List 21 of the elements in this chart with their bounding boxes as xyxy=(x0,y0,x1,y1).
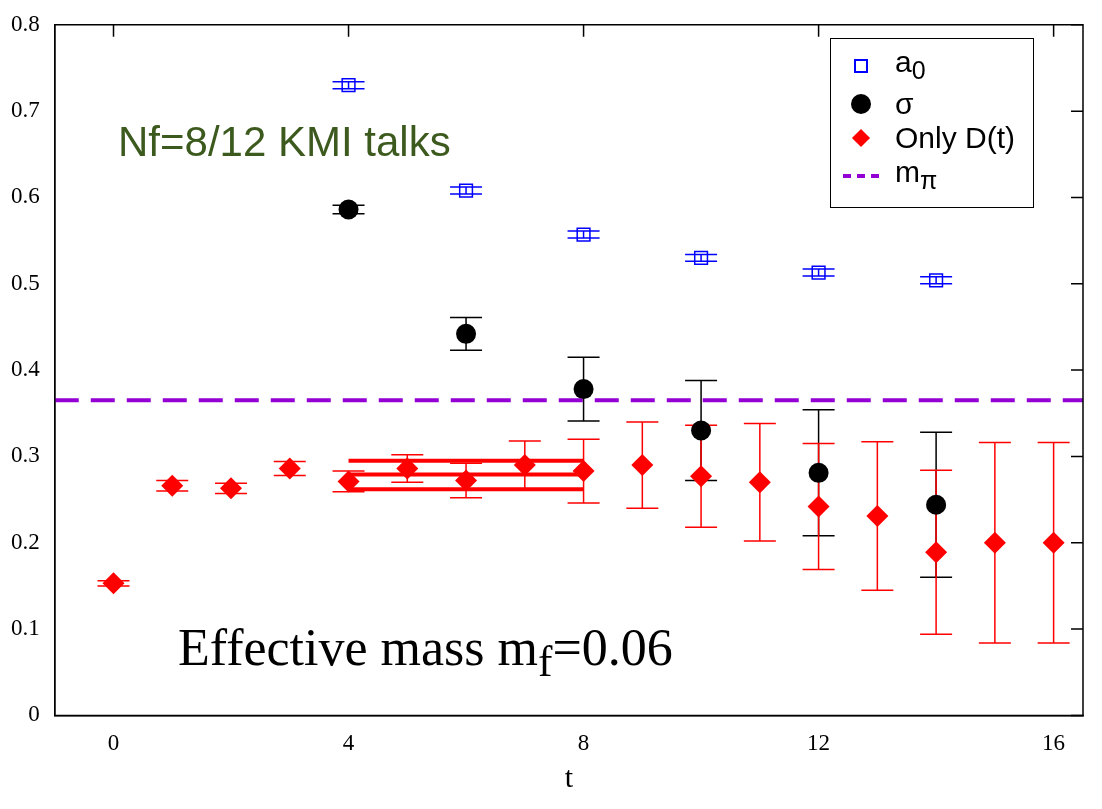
x-tick-label: 4 xyxy=(342,730,355,756)
x-tick-label: 16 xyxy=(1042,730,1066,756)
annotation: Effective mass m$_{f}$=0.06 xyxy=(178,618,673,687)
y-tick-label: 0.4 xyxy=(11,356,41,382)
x-tick-label: 8 xyxy=(577,730,590,756)
x-tick-label: 12 xyxy=(807,730,831,756)
y-tick-label: 0.1 xyxy=(11,615,40,641)
y-tick-label: 0.3 xyxy=(11,442,40,468)
annotation: Nf=8/12 KMI talks xyxy=(118,118,451,166)
y-tick-label: 0.6 xyxy=(11,183,40,209)
x-axis-title: t xyxy=(564,759,574,793)
y-tick-label: 0.7 xyxy=(11,97,40,123)
y-tick-label: 0.2 xyxy=(11,528,40,554)
legend-label: Only D(t) xyxy=(895,121,1015,155)
x-tick-label: 0 xyxy=(107,730,120,756)
legend-label: σ xyxy=(895,87,914,121)
legend-label: m$_{π}$ xyxy=(895,155,938,196)
y-tick-label: 0.5 xyxy=(11,269,40,295)
legend-label: a$_{0}$ xyxy=(895,45,926,86)
y-tick-label: 0 xyxy=(28,701,40,727)
y-tick-label: 0.8 xyxy=(11,10,40,36)
